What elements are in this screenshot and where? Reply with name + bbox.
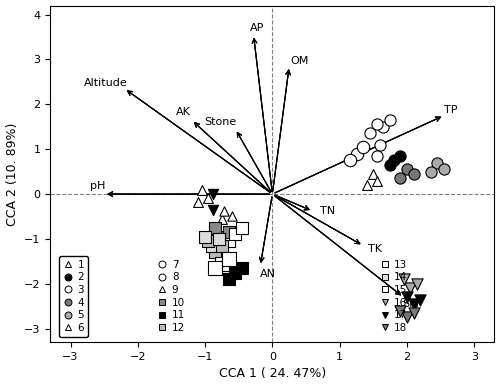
Point	[218, 242, 226, 249]
Point	[224, 256, 232, 262]
Text: TK: TK	[368, 244, 382, 254]
Point	[238, 225, 246, 231]
Text: Altitude: Altitude	[84, 78, 128, 88]
Point	[403, 314, 411, 320]
Text: TN: TN	[320, 206, 335, 216]
Legend: 13, 14, 15, 16, 17, 18: 13, 14, 15, 16, 17, 18	[375, 256, 412, 337]
Point	[370, 171, 378, 177]
Y-axis label: CCA 2 (10. 89%): CCA 2 (10. 89%)	[6, 122, 18, 225]
X-axis label: CCA 1 ( 24. 47%): CCA 1 ( 24. 47%)	[219, 367, 326, 381]
Point	[410, 310, 418, 316]
Point	[440, 166, 448, 173]
Text: AN: AN	[260, 269, 276, 279]
Point	[204, 238, 212, 244]
Point	[201, 234, 209, 240]
Point	[376, 142, 384, 148]
Point	[386, 117, 394, 123]
Text: AP: AP	[250, 23, 265, 33]
Point	[372, 178, 380, 184]
Point	[400, 276, 407, 283]
Point	[238, 265, 246, 271]
Text: Stone: Stone	[204, 117, 236, 127]
Point	[204, 195, 212, 201]
Point	[413, 281, 421, 287]
Point	[426, 169, 434, 175]
Point	[232, 231, 239, 237]
Text: pH: pH	[90, 181, 105, 191]
Point	[346, 157, 354, 164]
Point	[396, 153, 404, 159]
Text: AK: AK	[176, 107, 191, 117]
Point	[218, 261, 226, 267]
Point	[372, 153, 380, 159]
Point	[403, 166, 411, 173]
Point	[359, 144, 367, 150]
Point	[214, 236, 222, 242]
Point	[232, 269, 239, 276]
Point	[209, 207, 217, 213]
Point	[224, 229, 232, 235]
Point	[211, 265, 219, 271]
Point	[372, 122, 380, 128]
Point	[390, 157, 398, 164]
Text: TP: TP	[444, 105, 458, 115]
Point	[228, 213, 236, 219]
Point	[194, 199, 202, 205]
Point	[386, 162, 394, 168]
Point	[218, 216, 226, 222]
Point	[220, 208, 228, 214]
Point	[209, 191, 217, 197]
Point	[362, 182, 370, 188]
Point	[211, 249, 219, 256]
Point	[198, 186, 205, 193]
Point	[224, 276, 232, 283]
Point	[433, 159, 441, 166]
Point	[406, 285, 414, 291]
Point	[396, 308, 404, 314]
Point	[416, 296, 424, 303]
Text: OM: OM	[290, 56, 308, 66]
Point	[396, 175, 404, 181]
Point	[410, 171, 418, 177]
Point	[352, 151, 360, 157]
Text: SM: SM	[402, 299, 418, 309]
Point	[211, 225, 219, 231]
Point	[224, 238, 232, 244]
Point	[208, 242, 216, 249]
Point	[366, 130, 374, 137]
Point	[218, 234, 226, 240]
Point	[410, 301, 418, 307]
Point	[380, 124, 388, 130]
Point	[403, 294, 411, 300]
